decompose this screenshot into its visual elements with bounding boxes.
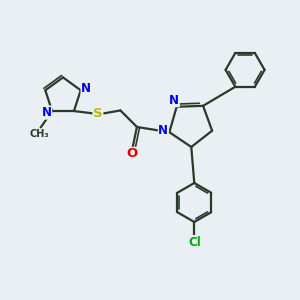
Text: N: N: [81, 82, 91, 95]
Text: S: S: [93, 107, 103, 120]
Text: N: N: [169, 94, 179, 107]
Text: O: O: [127, 147, 138, 161]
Text: CH₃: CH₃: [29, 129, 49, 139]
Text: N: N: [158, 124, 168, 137]
Text: N: N: [42, 106, 52, 119]
Text: Cl: Cl: [188, 236, 201, 249]
